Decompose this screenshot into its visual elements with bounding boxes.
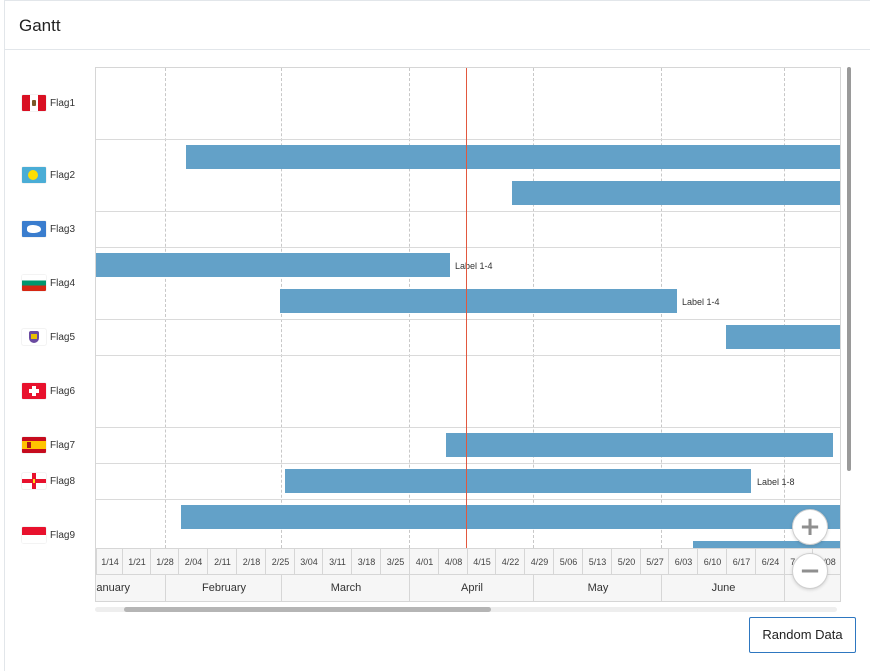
task-bar-label: Label 1-8 [757, 477, 795, 487]
task-bar[interactable] [96, 253, 450, 277]
task-bar[interactable] [512, 181, 840, 205]
week-tick: 2/18 [236, 549, 266, 575]
task-bar[interactable] [446, 433, 833, 457]
week-tick: 2/11 [207, 549, 237, 575]
palau-flag-icon [22, 167, 46, 183]
minus-icon: − [799, 556, 821, 586]
week-tick: 3/18 [351, 549, 381, 575]
task-bar[interactable] [693, 541, 840, 548]
week-tick: 4/29 [524, 549, 554, 575]
month-label [784, 575, 840, 601]
week-tick: 5/06 [553, 549, 583, 575]
month-label: June [661, 575, 785, 601]
week-tick: 1/28 [150, 549, 179, 575]
row-header: Flag3 [22, 218, 75, 240]
row-header-list: Flag1 Flag2 Flag3 Flag4 Flag5 Flag6 [22, 67, 92, 547]
timeline-month-axis: January February March April May June [96, 574, 840, 601]
week-tick: 5/13 [582, 549, 612, 575]
row-separator [96, 427, 840, 428]
timeline-week-axis: 1/14 1/21 1/28 2/04 2/11 2/18 2/25 3/04 … [96, 548, 840, 575]
vertical-scrollbar[interactable] [847, 67, 851, 471]
task-bar-label: Label 1-4 [682, 297, 720, 307]
indonesia-flag-icon [22, 527, 46, 543]
zoom-out-button[interactable]: − [792, 553, 828, 589]
row-separator [96, 247, 840, 248]
task-bar[interactable] [186, 145, 840, 169]
week-tick: 3/04 [294, 549, 323, 575]
month-label: April [409, 575, 534, 601]
horizontal-scrollbar-thumb[interactable] [124, 607, 491, 612]
peru-flag-icon [22, 95, 46, 111]
week-tick: 1/14 [96, 549, 123, 575]
row-separator [96, 355, 840, 356]
row-header: Flag9 [22, 524, 75, 546]
zoom-in-button[interactable]: + [792, 509, 828, 545]
row-separator [96, 463, 840, 464]
row-separator [96, 499, 840, 500]
gantt-chart[interactable]: Label 1-4 Label 1-4 Label 1-8 1/14 1/21 … [95, 67, 841, 602]
week-tick: 5/27 [640, 549, 669, 575]
row-header: Flag1 [22, 92, 75, 114]
week-tick: 6/24 [755, 549, 785, 575]
row-header: Flag4 [22, 272, 75, 294]
row-separator [96, 211, 840, 212]
task-bar[interactable] [280, 289, 677, 313]
week-tick: 6/03 [668, 549, 698, 575]
task-bar[interactable] [726, 325, 840, 349]
month-label: May [533, 575, 662, 601]
month-label: February [165, 575, 282, 601]
bulgaria-flag-icon [22, 275, 46, 291]
guernsey-flag-icon [22, 473, 46, 489]
page-title: Gantt [19, 16, 61, 35]
month-label: January [96, 582, 131, 594]
week-tick: 5/20 [611, 549, 641, 575]
week-tick: 4/22 [495, 549, 525, 575]
task-bar[interactable] [285, 469, 751, 493]
row-header: Flag6 [22, 380, 75, 402]
week-tick: 1/21 [122, 549, 151, 575]
task-bar[interactable] [181, 505, 840, 529]
week-tick: 2/04 [178, 549, 208, 575]
month-label: March [281, 575, 410, 601]
week-tick: 6/17 [726, 549, 756, 575]
row-header: Flag5 [22, 326, 75, 348]
week-tick: 3/11 [322, 549, 352, 575]
plus-icon: + [799, 512, 821, 542]
row-header: Flag7 [22, 434, 75, 456]
week-tick: 4/01 [409, 549, 439, 575]
row-header: Flag2 [22, 164, 75, 186]
spain-flag-icon [22, 437, 46, 453]
row-separator [96, 319, 840, 320]
row-header: Flag8 [22, 470, 75, 492]
row-separator [96, 139, 840, 140]
today-marker-line [466, 68, 467, 548]
panel-header: Gantt [5, 1, 870, 50]
random-data-button[interactable]: Random Data [749, 617, 856, 653]
week-tick: 6/10 [697, 549, 727, 575]
week-tick: 2/25 [265, 549, 295, 575]
crest-flag-icon [22, 329, 46, 345]
antarctica-flag-icon [22, 221, 46, 237]
month-grid-line [165, 68, 166, 548]
week-tick: 3/25 [380, 549, 410, 575]
week-tick: 4/15 [467, 549, 496, 575]
task-bar-label: Label 1-4 [455, 261, 493, 271]
switzerland-flag-icon [22, 383, 46, 399]
week-tick: 4/08 [438, 549, 468, 575]
month-grid-line [784, 68, 785, 548]
